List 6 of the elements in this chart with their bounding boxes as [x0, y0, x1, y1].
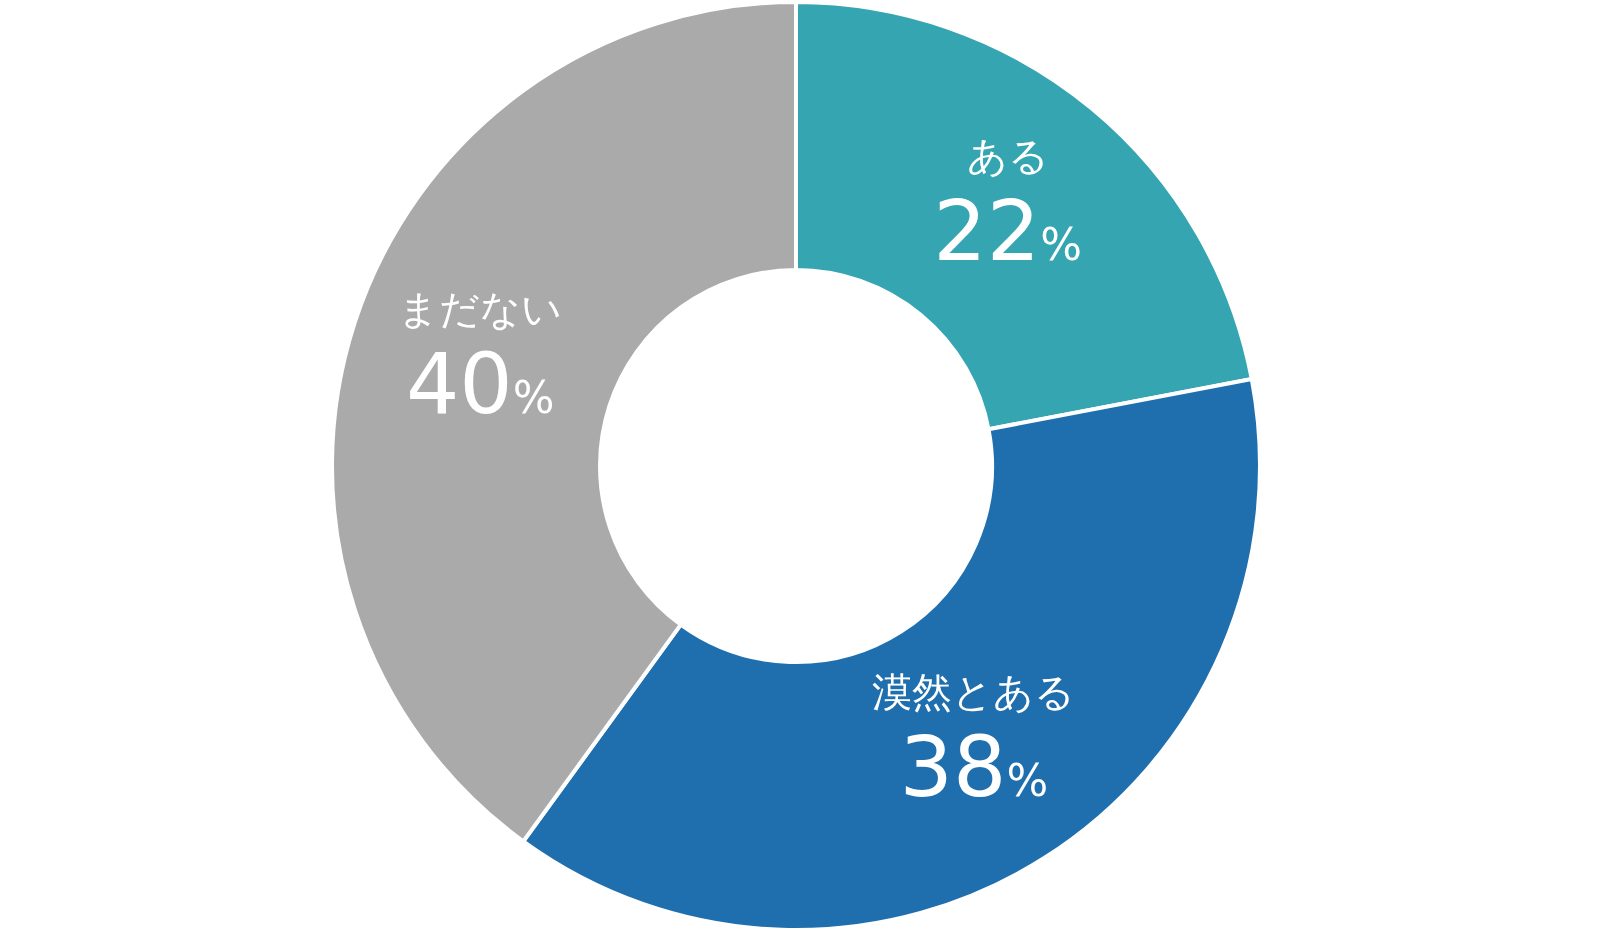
data-label: 22% [933, 182, 1082, 281]
data-label: 38% [899, 718, 1049, 817]
data-label: 40% [405, 335, 555, 434]
slice-label: ある [966, 133, 1049, 180]
slice-label: まだない [398, 286, 563, 333]
slice-label: 漠然とある [872, 669, 1076, 716]
